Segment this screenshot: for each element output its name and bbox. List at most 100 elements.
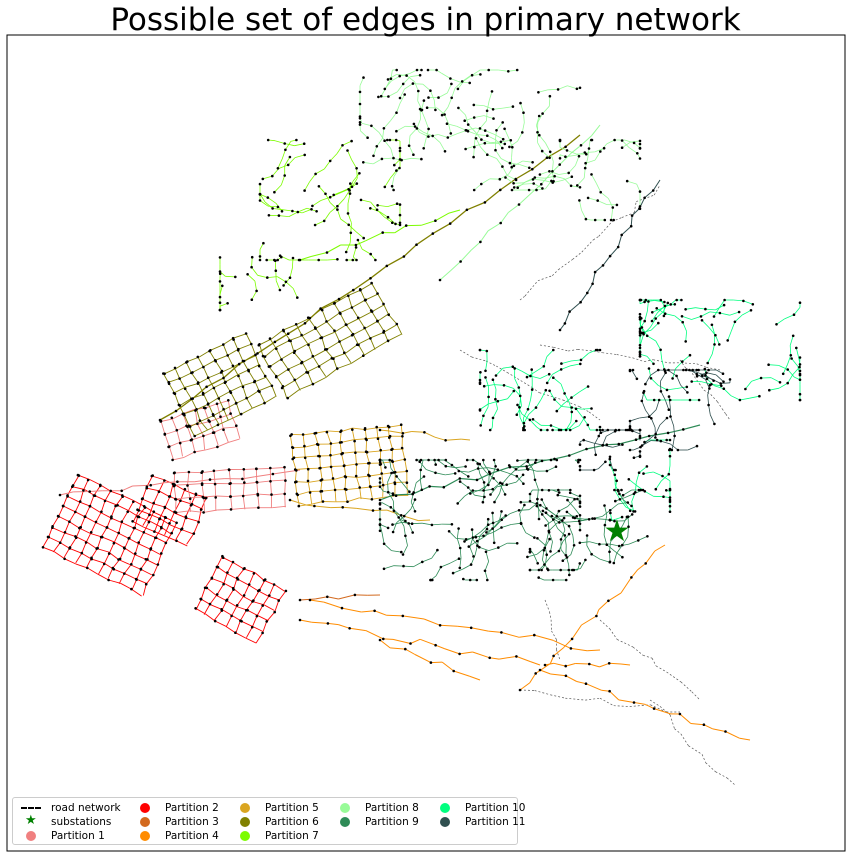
- network-node: [639, 488, 643, 492]
- network-edge: [730, 395, 741, 401]
- network-edge: [472, 531, 482, 538]
- network-node: [512, 389, 516, 393]
- network-node: [211, 431, 215, 435]
- network-node: [283, 142, 287, 145]
- network-edge: [538, 89, 549, 93]
- network-node: [261, 604, 265, 607]
- network-edge: [59, 491, 74, 496]
- network-edge: [787, 374, 794, 384]
- network-edge: [419, 479, 423, 490]
- network-edge: [667, 428, 684, 434]
- network-edge: [398, 513, 406, 522]
- network-node: [484, 369, 487, 373]
- network-edge: [485, 130, 495, 135]
- network-edge: [230, 413, 237, 426]
- network-edge: [709, 414, 715, 425]
- network-node: [269, 466, 272, 470]
- network-node: [219, 415, 222, 419]
- network-edge: [191, 372, 199, 383]
- network-node: [152, 501, 155, 505]
- network-edge: [632, 430, 641, 435]
- network-edge: [369, 338, 376, 350]
- network-edge: [213, 387, 220, 399]
- network-edge: [629, 417, 640, 422]
- network-node: [325, 348, 329, 351]
- network-edge: [387, 482, 389, 493]
- network-edge: [339, 341, 345, 353]
- network-edge: [776, 318, 786, 325]
- network-node: [412, 153, 415, 156]
- network-node: [384, 466, 387, 469]
- network-edge: [289, 267, 293, 278]
- network-edge: [216, 403, 221, 417]
- network-edge: [569, 301, 581, 312]
- network-edge: [171, 417, 178, 431]
- network-node: [695, 375, 699, 378]
- network-edge: [670, 416, 675, 427]
- network-edge: [230, 385, 242, 392]
- network-node: [394, 222, 397, 226]
- network-node: [187, 470, 191, 474]
- network-node: [501, 137, 505, 141]
- network-edge: [97, 573, 109, 581]
- network-edge: [643, 392, 648, 401]
- network-edge: [179, 443, 183, 457]
- network-node: [557, 428, 561, 432]
- network-node: [570, 406, 573, 409]
- network-edge: [304, 308, 322, 324]
- network-edge: [588, 349, 597, 354]
- network-node: [378, 498, 382, 502]
- network-edge: [530, 389, 533, 400]
- network-node: [564, 664, 567, 668]
- network-edge: [106, 527, 118, 534]
- network-node: [496, 399, 500, 403]
- network-edge: [540, 390, 547, 400]
- network-node: [89, 531, 93, 534]
- network-edge: [443, 477, 461, 488]
- network-node: [593, 218, 597, 222]
- network-node: [583, 416, 586, 419]
- network-node: [428, 485, 431, 488]
- network-node: [274, 269, 278, 273]
- network-edge: [349, 627, 366, 632]
- network-edge: [413, 482, 417, 493]
- network-node: [381, 483, 385, 487]
- network-edge: [495, 389, 497, 400]
- network-edge: [419, 461, 427, 470]
- network-node: [478, 378, 482, 382]
- network-node: [346, 212, 350, 215]
- network-edge: [646, 356, 654, 365]
- network-edge: [612, 444, 623, 448]
- network-node: [403, 458, 407, 461]
- network-node: [537, 517, 541, 521]
- network-node: [638, 351, 642, 354]
- network-node: [277, 599, 281, 602]
- network-node: [208, 602, 212, 606]
- network-edge: [423, 618, 441, 626]
- network-edge: [553, 377, 562, 385]
- network-edge: [150, 521, 162, 528]
- network-edge: [557, 528, 566, 536]
- network-edge: [64, 558, 76, 565]
- network-node: [241, 477, 244, 481]
- network-edge: [519, 417, 525, 427]
- network-edge: [549, 390, 555, 400]
- network-edge: [532, 179, 544, 181]
- network-edge: [69, 511, 76, 522]
- network-node: [552, 376, 555, 380]
- network-node: [387, 95, 390, 98]
- network-edge: [501, 475, 510, 485]
- network-edge: [142, 514, 150, 526]
- network-node: [551, 170, 554, 173]
- network-edge: [653, 708, 671, 715]
- network-node: [642, 331, 645, 335]
- network-edge: [586, 545, 592, 555]
- network-edge: [391, 176, 395, 187]
- network-node: [394, 494, 398, 498]
- network-node: [708, 383, 712, 387]
- network-node: [572, 544, 576, 547]
- network-edge: [329, 205, 338, 213]
- network-edge: [474, 128, 481, 138]
- network-node: [612, 468, 616, 472]
- network-node: [467, 475, 470, 478]
